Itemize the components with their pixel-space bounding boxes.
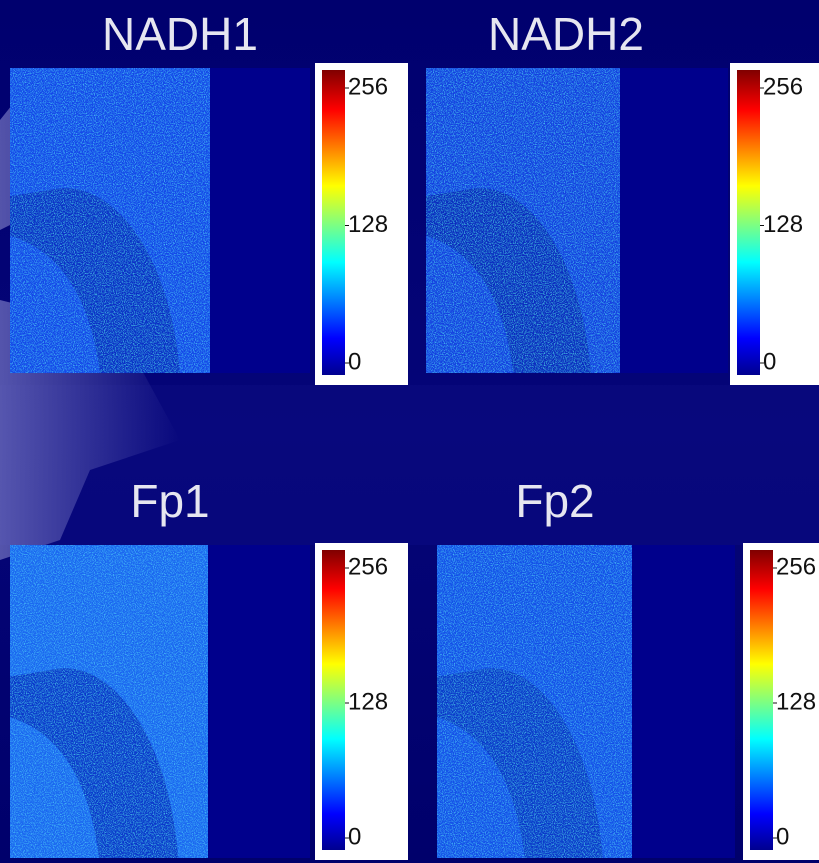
- colorbar: [750, 550, 773, 850]
- colorbar: [322, 550, 345, 850]
- colorbar-tick-label: 256: [348, 553, 388, 580]
- colorbar-tick-label: 128: [776, 688, 816, 715]
- colorbar-tick-label: 128: [348, 211, 388, 238]
- panel-title: NADH2: [488, 8, 644, 60]
- fluorescence-image: [426, 68, 620, 373]
- image-dark-region: [10, 188, 180, 373]
- fluorescence-image: [437, 545, 632, 858]
- colorbar-tick-label: 0: [763, 348, 776, 375]
- colorbar-tick-label: 256: [776, 553, 816, 580]
- image-dark-region: [437, 668, 603, 858]
- fluorescence-image: [10, 68, 210, 373]
- image-dark-region: [10, 668, 179, 858]
- colorbar: [322, 70, 345, 375]
- fluorescence-image: [10, 545, 208, 858]
- colorbar-tick-label: 256: [348, 73, 388, 100]
- panel-title: NADH1: [102, 8, 258, 60]
- colorbar-tick-label: 0: [776, 823, 789, 850]
- colorbar-tick-label: 0: [348, 348, 361, 375]
- colorbar-tick-label: 128: [348, 688, 388, 715]
- colorbar-tick-label: 128: [763, 211, 803, 238]
- panel-title: Fp1: [130, 475, 209, 527]
- image-dark-region: [426, 188, 591, 373]
- panel-title: Fp2: [515, 475, 594, 527]
- colorbar: [737, 70, 760, 375]
- colorbar-tick-label: 0: [348, 823, 361, 850]
- colorbar-tick-label: 256: [763, 73, 803, 100]
